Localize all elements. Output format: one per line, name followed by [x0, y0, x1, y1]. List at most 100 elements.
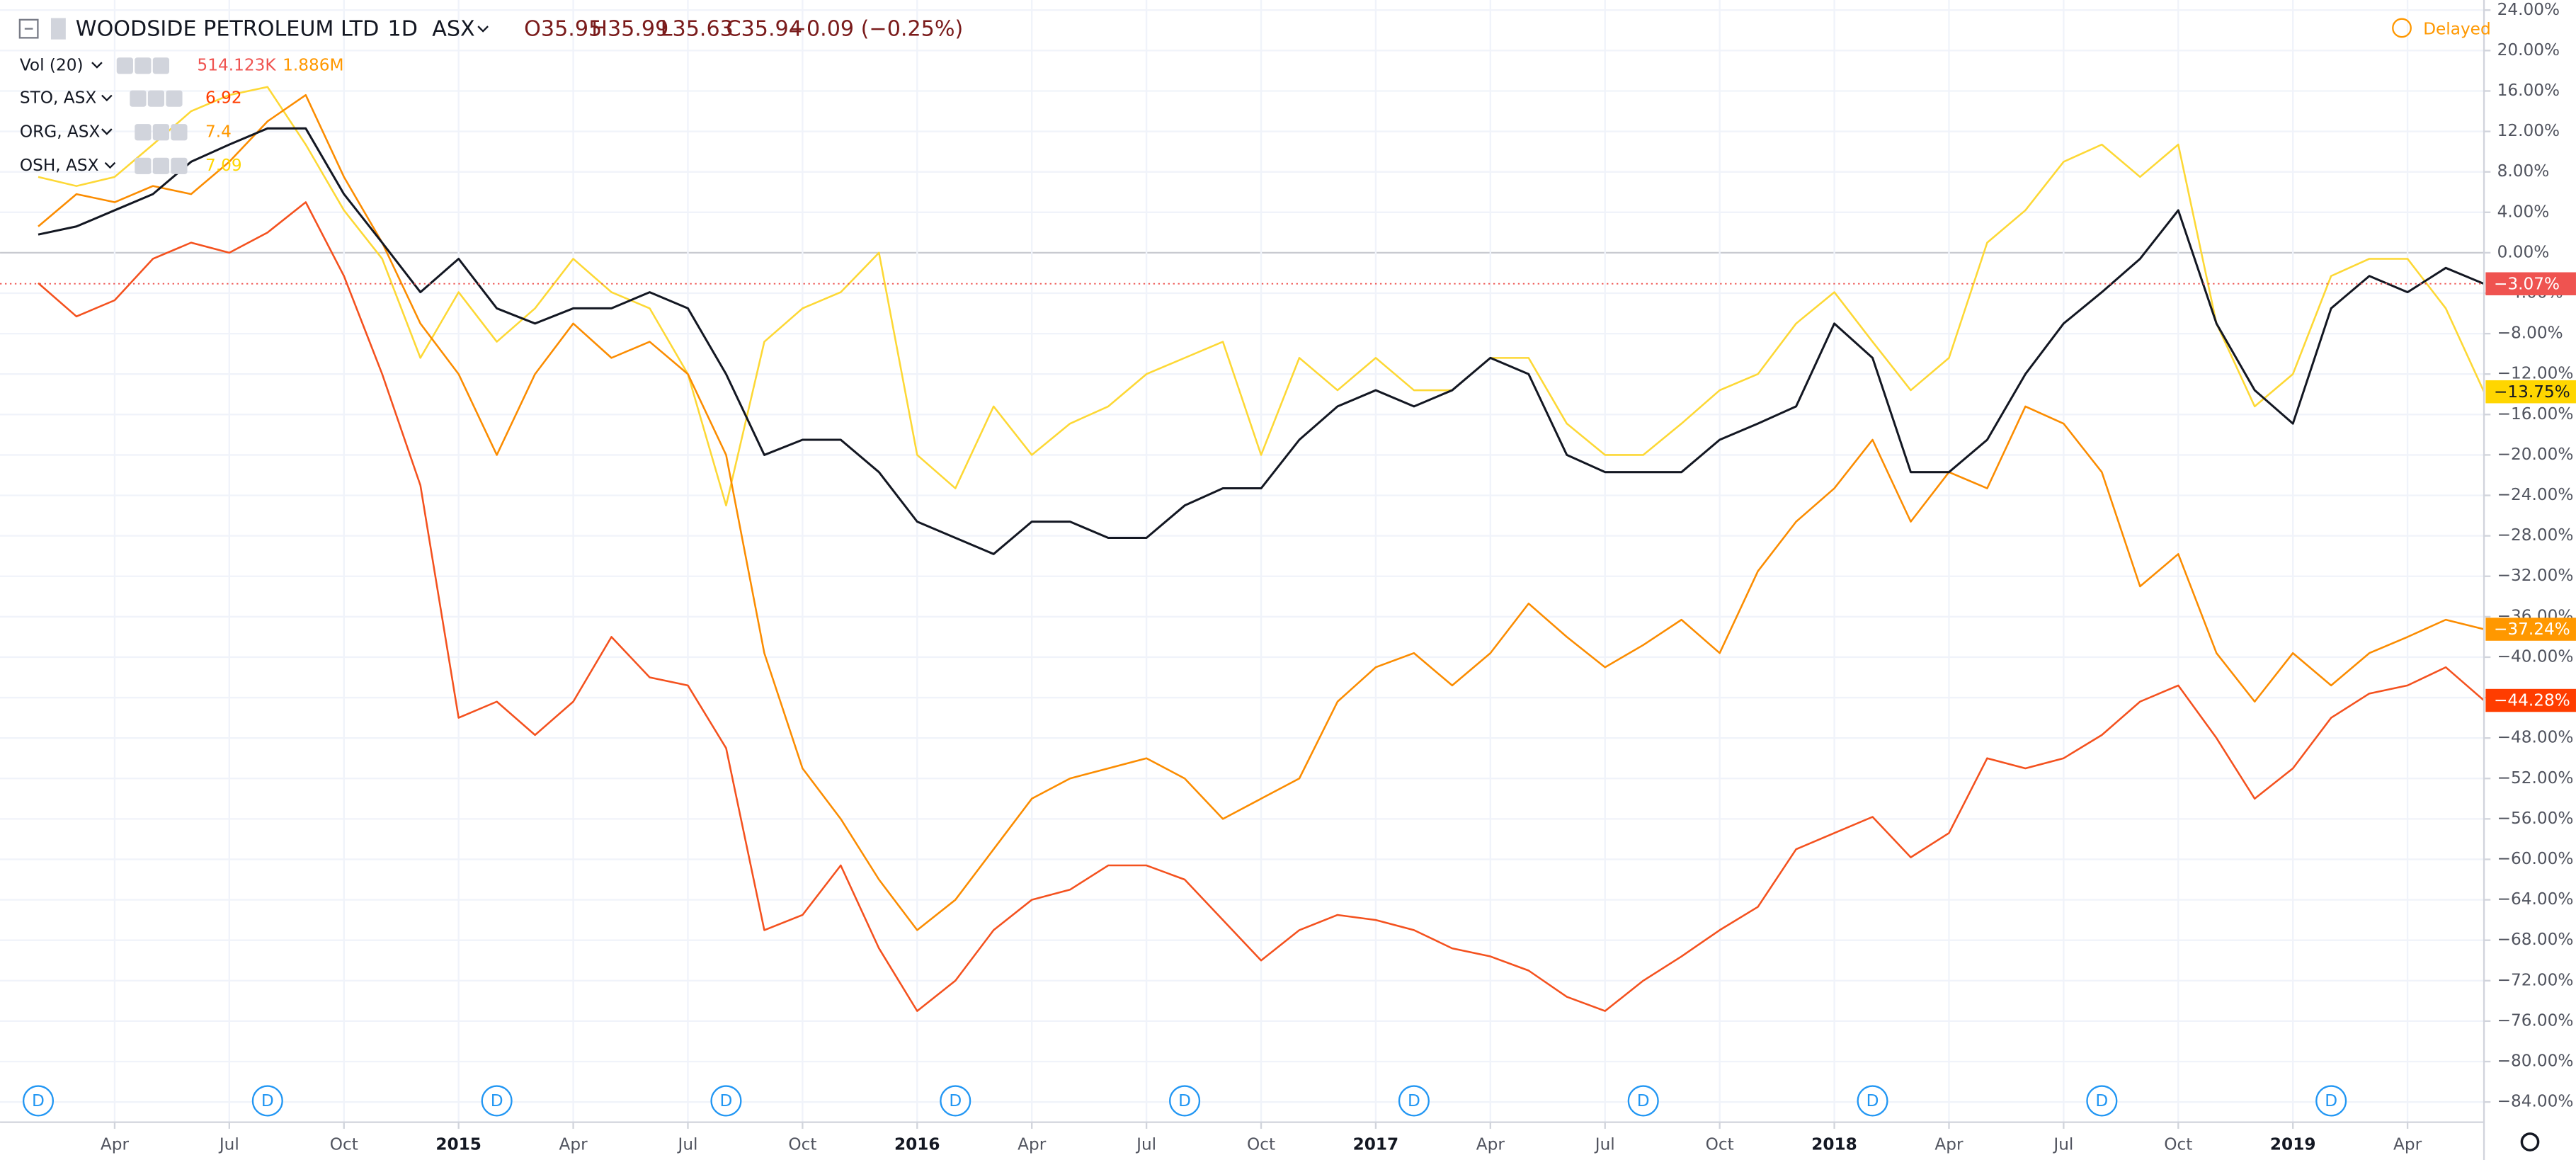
- series-line: [38, 201, 2485, 1012]
- symbol-icon: [50, 18, 66, 40]
- x-tick-label: Oct: [788, 1135, 816, 1154]
- x-tick-label: 2017: [1353, 1135, 1399, 1154]
- dividend-marker[interactable]: [22, 1085, 55, 1117]
- legend-action-button[interactable]: [166, 90, 183, 107]
- dividend-label: D: [1867, 1091, 1879, 1110]
- low-value: L35.63: [661, 16, 734, 41]
- delayed-status[interactable]: Delayed: [2423, 19, 2490, 38]
- last-value-box: [2485, 618, 2576, 641]
- y-tick-label: −76.00%: [2497, 1011, 2574, 1030]
- dividend-label: D: [491, 1091, 503, 1110]
- interval[interactable]: 1D: [388, 16, 418, 41]
- x-tick-label: Apr: [2393, 1135, 2422, 1154]
- y-tick-label: −20.00%: [2497, 445, 2574, 464]
- x-tick-label: 2018: [1811, 1135, 1857, 1154]
- dividend-label: D: [261, 1091, 274, 1110]
- legend-action-button[interactable]: [171, 157, 188, 174]
- y-tick-label: −28.00%: [2497, 525, 2574, 545]
- legend-action-button[interactable]: [135, 157, 152, 174]
- legend-value: 7.4: [205, 122, 232, 141]
- plot: [0, 86, 2485, 1012]
- y-tick-label: 4.00%: [2497, 202, 2550, 221]
- last-value-label: −44.28%: [2494, 691, 2570, 710]
- volume-value: 514.123K: [197, 55, 276, 74]
- legend: WOODSIDE PETROLEUM LTD 1D ASX O35.95 H35…: [18, 16, 2491, 175]
- y-tick-label: 0.00%: [2497, 242, 2550, 261]
- dividend-marker[interactable]: [251, 1085, 283, 1117]
- dividend-label: D: [32, 1091, 45, 1110]
- legend-name[interactable]: ORG, ASX: [20, 122, 101, 141]
- x-tick-label: Oct: [1706, 1135, 1734, 1154]
- legend-action-button[interactable]: [152, 157, 170, 174]
- x-tick-label: Apr: [1018, 1135, 1047, 1154]
- symbol-title[interactable]: WOODSIDE PETROLEUM LTD: [76, 16, 380, 41]
- dropdown-chevron[interactable]: [104, 161, 116, 169]
- legend-name[interactable]: OSH, ASX: [20, 156, 99, 175]
- y-tick-label: −68.00%: [2497, 930, 2574, 949]
- y-tick-label: 16.00%: [2497, 81, 2560, 100]
- dividend-marker[interactable]: [2086, 1085, 2118, 1117]
- legend-action-button[interactable]: [135, 124, 152, 141]
- legend-action-button[interactable]: [130, 90, 147, 107]
- volume-value: 1.886M: [283, 55, 343, 74]
- y-tick-label: −72.00%: [2497, 970, 2574, 989]
- legend-action-button[interactable]: [147, 90, 165, 107]
- dividend-marker[interactable]: [2315, 1085, 2347, 1117]
- series-line: [38, 127, 2485, 555]
- legend-value: 6.92: [205, 89, 242, 108]
- close-value: C35.94: [726, 16, 802, 41]
- last-value-label: −13.75%: [2494, 382, 2570, 402]
- delayed-icon: [2392, 18, 2412, 38]
- dividend-marker[interactable]: [1398, 1085, 1430, 1117]
- legend-action-button[interactable]: [152, 124, 170, 141]
- y-tick-label: −64.00%: [2497, 889, 2574, 909]
- dividend-label: D: [949, 1091, 962, 1110]
- x-tick-label: Jul: [2052, 1135, 2073, 1154]
- legend-value: 7.09: [205, 156, 242, 175]
- y-tick-label: −48.00%: [2497, 728, 2574, 747]
- dividend-marker[interactable]: [481, 1085, 513, 1117]
- y-tick-label: 8.00%: [2497, 161, 2550, 181]
- y-tick-label: −24.00%: [2497, 485, 2574, 504]
- dropdown-chevron[interactable]: [477, 25, 489, 33]
- x-tick-label: Jul: [218, 1135, 239, 1154]
- legend-action-button[interactable]: [171, 124, 188, 141]
- series-line: [38, 93, 2485, 931]
- volume-name[interactable]: Vol (20): [20, 55, 84, 74]
- change-value: −0.09 (−0.25%): [789, 16, 964, 41]
- dividend-marker[interactable]: [1857, 1085, 1888, 1117]
- settings-button[interactable]: [2520, 1132, 2540, 1152]
- y-tick-label: −16.00%: [2497, 404, 2574, 423]
- last-value-box: [2485, 272, 2576, 295]
- legend-name[interactable]: STO, ASX: [20, 89, 96, 108]
- y-tick-label: −12.00%: [2497, 364, 2574, 383]
- legend-action-button[interactable]: [116, 57, 133, 74]
- last-value-box: [2485, 380, 2576, 404]
- dropdown-chevron[interactable]: [101, 94, 113, 102]
- x-tick-label: Apr: [559, 1135, 588, 1154]
- grid: [0, 0, 2485, 1122]
- dropdown-chevron[interactable]: [91, 62, 103, 69]
- x-tick-label: Jul: [1594, 1135, 1615, 1154]
- legend-action-button[interactable]: [152, 57, 170, 74]
- dividend-marker[interactable]: [1169, 1085, 1201, 1117]
- dividend-marker[interactable]: [1627, 1085, 1659, 1117]
- x-tick-label: 2016: [894, 1135, 940, 1154]
- x-tick-label: Jul: [676, 1135, 697, 1154]
- y-tick-label: 20.00%: [2497, 40, 2560, 59]
- dividend-label: D: [2325, 1091, 2337, 1110]
- high-value: H35.99: [591, 16, 668, 41]
- y-tick-label: −8.00%: [2497, 324, 2563, 343]
- legend-action-button[interactable]: [135, 57, 152, 74]
- dropdown-chevron[interactable]: [101, 128, 113, 135]
- x-tick-label: Oct: [330, 1135, 358, 1154]
- dividend-marker[interactable]: [940, 1085, 971, 1117]
- last-value-label: −37.24%: [2494, 620, 2570, 639]
- dividend-label: D: [2095, 1091, 2108, 1110]
- dividend-label: D: [1637, 1091, 1650, 1110]
- x-tick-label: Jul: [1135, 1135, 1156, 1154]
- dividend-marker[interactable]: [710, 1085, 742, 1117]
- dividend-label: D: [720, 1091, 733, 1110]
- collapse-button[interactable]: [18, 18, 39, 39]
- x-tick-label: 2015: [435, 1135, 481, 1154]
